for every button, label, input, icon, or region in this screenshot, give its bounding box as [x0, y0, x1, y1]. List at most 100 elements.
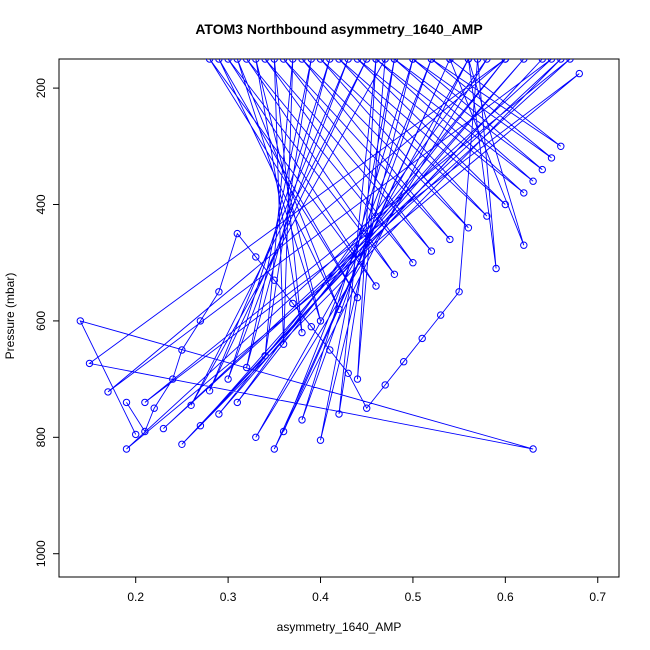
data-point: [390, 270, 399, 278]
data-point: [233, 398, 242, 407]
data-point: [279, 59, 288, 63]
y-axis: 200 400 600 800 1000: [34, 78, 59, 567]
data-point: [298, 328, 306, 337]
data-point: [233, 59, 241, 63]
data-point: [215, 288, 223, 296]
data-point: [529, 177, 537, 185]
data-point: [381, 381, 389, 389]
data-point: [372, 282, 380, 290]
data-point: [215, 410, 223, 418]
data-point: [501, 59, 509, 63]
data-point: [335, 410, 343, 418]
data-point: [547, 154, 556, 162]
data-point: [196, 422, 205, 430]
data-point: [141, 398, 149, 407]
data-point: [279, 427, 288, 436]
data-point: [427, 247, 436, 255]
y-tick-label: 200: [34, 78, 48, 98]
data-point: [353, 59, 362, 63]
data-point: [289, 299, 297, 308]
data-point: [150, 404, 158, 412]
plot-area: [58, 58, 620, 578]
data-point: [575, 69, 583, 78]
x-tick-label: 0.6: [497, 590, 514, 604]
data-point: [270, 59, 278, 63]
data-point: [520, 241, 528, 249]
data-point: [446, 235, 454, 244]
data-point: [307, 59, 315, 63]
data-point: [178, 440, 186, 448]
data-point: [446, 59, 454, 63]
data-point: [418, 334, 426, 343]
y-axis-label: Pressure (mbar): [3, 273, 17, 360]
data-point: [252, 433, 260, 441]
data-point: [122, 398, 131, 407]
data-point: [427, 59, 436, 63]
data-point: [363, 59, 371, 63]
data-point: [169, 375, 177, 383]
data-point: [437, 311, 445, 319]
data-point: [455, 288, 463, 296]
data-point: [483, 59, 491, 63]
data-point: [233, 229, 242, 238]
data-point: [363, 404, 371, 412]
data-point: [187, 401, 195, 409]
data-point: [464, 59, 473, 63]
data-point: [390, 59, 399, 63]
data-point: [122, 445, 131, 453]
data-point: [196, 317, 205, 325]
x-axis-label: asymmetry_1640_AMP: [277, 620, 402, 634]
data-point: [547, 59, 556, 63]
data-point: [464, 224, 473, 232]
data-point: [132, 430, 140, 439]
data-point: [520, 189, 528, 197]
data-point: [335, 305, 343, 313]
x-tick-label: 0.5: [405, 590, 422, 604]
data-point: [270, 445, 278, 453]
data-point: [289, 59, 297, 63]
data-point: [538, 165, 546, 174]
data-point: [242, 363, 251, 372]
data-point: [492, 264, 500, 273]
data-point: [344, 59, 352, 63]
y-tick-label: 600: [34, 311, 48, 331]
data-point: [261, 352, 269, 360]
data-point: [538, 59, 546, 63]
x-tick-label: 0.3: [220, 590, 237, 604]
data-point: [381, 59, 389, 63]
data-point: [372, 59, 380, 63]
data-point: [483, 212, 491, 220]
data-point: [557, 142, 565, 151]
data-point: [242, 59, 251, 63]
data-point: [141, 427, 149, 436]
data-point: [473, 59, 482, 63]
y-tick-label: 800: [34, 427, 48, 447]
data-point: [178, 346, 186, 354]
data-point: [529, 445, 537, 453]
data-point: [205, 387, 214, 395]
data-point: [205, 59, 214, 63]
data-point: [326, 346, 334, 354]
data-point: [353, 375, 362, 383]
data-point: [326, 59, 334, 63]
y-tick-label: 400: [34, 194, 48, 214]
data-point: [409, 59, 417, 63]
data-point: [224, 59, 232, 63]
data-point: [400, 358, 408, 366]
series-line: [79, 59, 580, 450]
x-axis: 0.2 0.3 0.4 0.5 0.6 0.7: [127, 577, 606, 604]
data-point: [501, 200, 509, 209]
data-point: [76, 317, 85, 325]
data-point: [344, 369, 352, 377]
data-point: [298, 59, 306, 63]
data-point: [316, 59, 325, 63]
x-tick-label: 0.7: [589, 590, 606, 604]
data-point: [252, 253, 260, 261]
data-point: [520, 59, 528, 63]
data-point: [279, 340, 288, 348]
data-point: [307, 323, 315, 331]
y-tick-label: 1000: [34, 540, 48, 567]
data-point: [224, 375, 232, 383]
